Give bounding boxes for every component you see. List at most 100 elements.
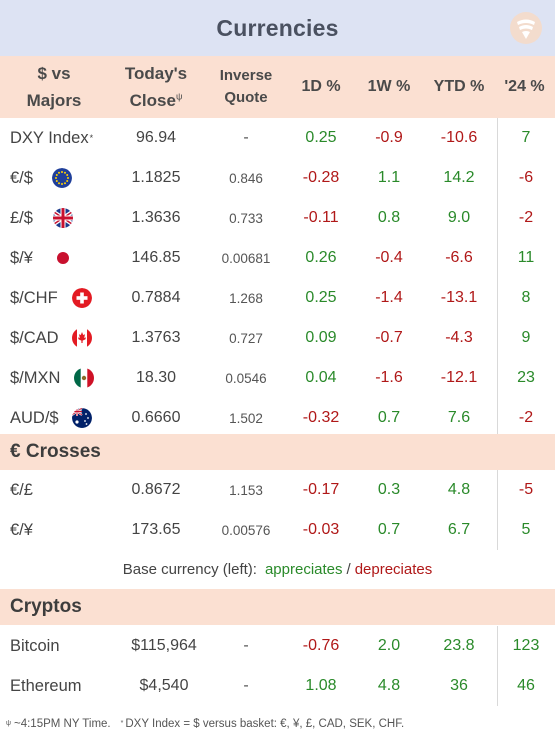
change-2024: 46 (517, 677, 535, 694)
table-row: €/¥ 173.65 0.00576 -0.03 0.7 6.7 5 (0, 510, 555, 550)
table-row: $/MXN 18.30 0.0546 0.04 -1.6 -12.1 23 (0, 358, 555, 398)
change-ytd: 4.8 (447, 481, 471, 498)
section-title-crosses: € Crosses (0, 434, 555, 470)
table-row: Ethereum $4,540 - 1.08 4.8 36 46 (0, 666, 555, 706)
row-name: £/$ (10, 208, 33, 227)
column-header-2024: '24 % (504, 78, 545, 95)
row-name: DXY Index * (10, 128, 94, 147)
legend-prefix: Base currency (left): (122, 560, 257, 578)
change-2024: 23 (517, 369, 535, 386)
change-1d: 0.25 (305, 129, 337, 146)
change-1w: 0.7 (377, 409, 401, 426)
switzerland-flag-icon (72, 288, 92, 308)
change-1w: 2.0 (377, 637, 401, 654)
change-1w: -0.4 (375, 249, 403, 266)
change-ytd: -4.3 (445, 329, 473, 346)
change-1d: 1.08 (305, 677, 337, 694)
change-ytd: -12.1 (440, 369, 478, 386)
row-name: Ethereum (10, 676, 82, 695)
close-value: 0.8672 (131, 481, 181, 498)
table-row: AUD/$ 0.6660 1.502 -0.32 0.7 7.6 -2 (0, 398, 555, 438)
table-row: €/£ 0.8672 1.153 -0.17 0.3 4.8 -5 (0, 470, 555, 510)
change-ytd: -13.1 (440, 289, 478, 306)
row-name: €/£ (10, 480, 33, 499)
change-1w: -1.6 (375, 369, 403, 386)
canada-flag-icon (72, 328, 92, 348)
row-name: €/¥ (10, 520, 33, 539)
uk-flag-icon (53, 208, 73, 228)
column-header-close: Today's Closeψ (124, 64, 188, 110)
row-name: $/CAD (10, 328, 59, 347)
row-name: $/CHF (10, 288, 58, 307)
change-ytd: 14.2 (443, 169, 475, 186)
change-ytd: 23.8 (443, 637, 475, 654)
change-2024: 5 (521, 521, 531, 538)
column-header-inverse: Inverse Quote (219, 67, 273, 106)
page-title: Currencies (216, 14, 339, 41)
close-value: 96.94 (135, 129, 177, 146)
close-value: 146.85 (131, 249, 181, 266)
close-value: 1.3763 (131, 329, 181, 346)
legend-depreciates: depreciates (354, 560, 433, 578)
change-1w: 1.1 (377, 169, 401, 186)
row-name: AUD/$ (10, 408, 59, 427)
change-2024: -2 (518, 409, 534, 426)
inverse-quote: 0.727 (229, 330, 263, 346)
change-1d: -0.76 (302, 637, 340, 654)
close-value: $115,964 (131, 637, 197, 654)
change-1d: 0.26 (305, 249, 337, 266)
table-row: £/$ 1.3636 0.733 -0.11 0.8 9.0 -2 (0, 198, 555, 238)
change-1w: 0.3 (377, 481, 401, 498)
close-value: 18.30 (135, 369, 177, 386)
change-2024: -6 (518, 169, 534, 186)
close-value: 0.7884 (131, 289, 181, 306)
section-title-cryptos: Cryptos (0, 589, 555, 625)
change-2024: 9 (521, 329, 531, 346)
change-ytd: 9.0 (447, 209, 471, 226)
change-ytd: -6.6 (445, 249, 473, 266)
column-header-1d: 1D % (301, 78, 341, 95)
column-header-pair: $ vs Majors (26, 64, 82, 110)
change-ytd: 6.7 (447, 521, 471, 538)
inverse-quote: - (243, 677, 249, 694)
close-value: $4,540 (139, 677, 189, 694)
change-1w: -0.9 (375, 129, 403, 146)
change-1d: -0.32 (302, 409, 340, 426)
change-1d: 0.25 (305, 289, 337, 306)
close-value: 1.3636 (131, 209, 181, 226)
legend-note: Base currency (left): appreciates / depr… (0, 550, 555, 588)
inverse-quote: - (243, 637, 249, 654)
inverse-quote: 0.00681 (221, 250, 271, 266)
brand-logo-icon (510, 12, 542, 44)
legend-appreciates: appreciates (264, 560, 343, 578)
row-name: €/$ (10, 168, 33, 187)
close-value: 0.6660 (131, 409, 181, 426)
change-2024: -2 (518, 209, 534, 226)
change-1w: 0.7 (377, 521, 401, 538)
table-header: $ vs Majors Today's Closeψ Inverse Quote 1D… (0, 56, 555, 118)
close-value: 1.1825 (131, 169, 181, 186)
table-row: €/$ 1.1825 0.846 -0.28 1.1 14.2 -6 (0, 158, 555, 198)
inverse-quote: 0.0546 (225, 370, 267, 386)
footnote: ψ ~4:15PM NY Time. * DXY Index = $ versu… (6, 718, 405, 730)
table-row: $/¥ 146.85 0.00681 0.26 -0.4 -6.6 11 (0, 238, 555, 278)
inverse-quote: - (243, 129, 249, 146)
change-1w: -0.7 (375, 329, 403, 346)
australia-flag-icon (72, 408, 92, 428)
change-1w: 0.8 (377, 209, 401, 226)
inverse-quote: 0.846 (229, 170, 263, 186)
column-header-ytd: YTD % (433, 78, 485, 95)
column-divider (497, 470, 498, 550)
inverse-quote: 0.733 (229, 210, 263, 226)
column-divider (497, 626, 498, 706)
change-1d: -0.17 (302, 481, 340, 498)
change-2024: 8 (521, 289, 531, 306)
footnote-time: ~4:15PM NY Time. (14, 718, 111, 730)
japan-flag-icon (53, 248, 73, 268)
change-2024: 11 (517, 249, 535, 266)
change-1w: -1.4 (375, 289, 403, 306)
change-1d: -0.03 (302, 521, 340, 538)
change-2024: 7 (521, 129, 531, 146)
inverse-quote: 1.502 (229, 410, 263, 426)
change-1d: -0.28 (302, 169, 340, 186)
